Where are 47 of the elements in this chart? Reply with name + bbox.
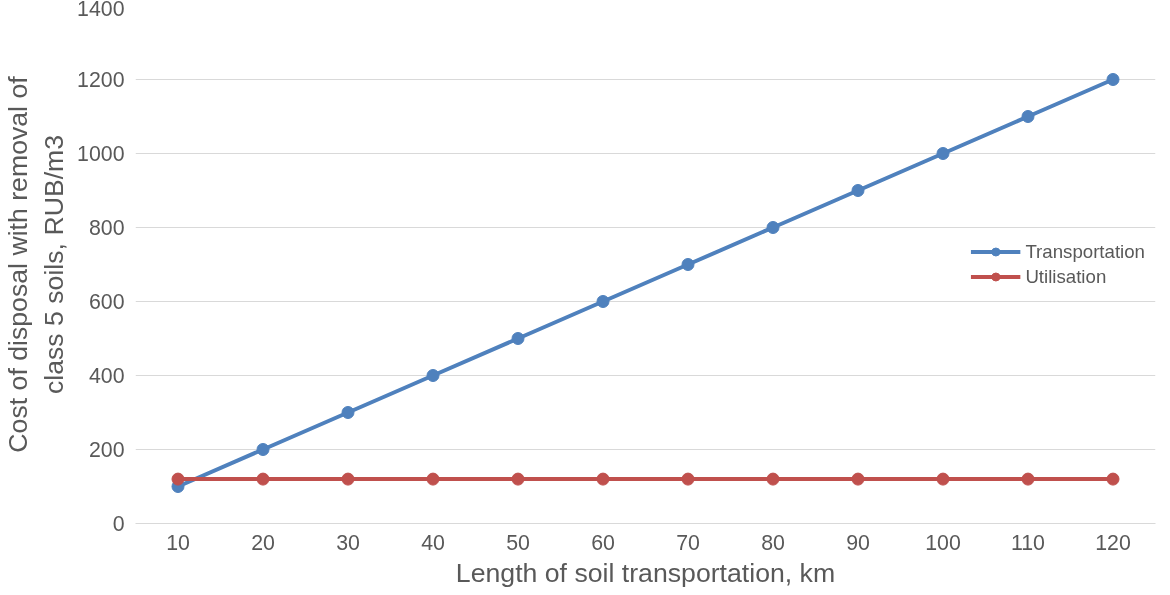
- x-tick-label: 110: [1011, 530, 1046, 555]
- point: [1106, 73, 1120, 86]
- y-tick-label: 400: [88, 364, 125, 388]
- point: [851, 472, 865, 486]
- x-tick-label: 50: [506, 530, 530, 555]
- x-axis-title: Length of soil transportation, km: [455, 557, 836, 588]
- point: [851, 184, 865, 197]
- point: [426, 369, 440, 382]
- y-tick-label: 600: [88, 290, 125, 314]
- y-tick-label: 1200: [77, 68, 125, 92]
- point: [596, 472, 610, 486]
- point: [1021, 472, 1035, 486]
- legend-label: Utilisation: [1025, 265, 1107, 288]
- x-tick-label: 20: [251, 530, 275, 555]
- x-tick-label: 70: [676, 530, 700, 555]
- point: [341, 472, 355, 486]
- x-tick-label: 30: [336, 530, 360, 555]
- point: [511, 332, 525, 345]
- point: [596, 295, 610, 308]
- point: [256, 472, 270, 486]
- point: [511, 472, 525, 486]
- point: [1106, 472, 1120, 486]
- y-tick-label: 0: [112, 512, 125, 536]
- x-tick-label: 100: [925, 530, 961, 555]
- y-tick-label: 800: [88, 216, 125, 240]
- point: [681, 472, 695, 486]
- point: [681, 258, 695, 271]
- x-tick-label: 80: [761, 530, 785, 555]
- point: [171, 472, 185, 486]
- x-tick-label: 40: [421, 530, 445, 555]
- y-tick-label: 1400: [77, 0, 125, 21]
- y-axis-title: Cost of disposal with removal of class 5 soils, RUB/m3: [3, 75, 70, 453]
- x-tick-label: 120: [1095, 530, 1131, 555]
- point: [936, 147, 950, 160]
- point: [426, 472, 440, 486]
- x-tick-label: 90: [846, 530, 870, 555]
- point: [1021, 110, 1035, 123]
- y-tick-label: 200: [88, 438, 125, 462]
- legend-label: Transportation: [1025, 240, 1145, 263]
- point: [766, 221, 780, 234]
- point: [936, 472, 950, 486]
- x-tick-label: 10: [166, 530, 190, 555]
- point: [341, 406, 355, 419]
- point: [766, 472, 780, 486]
- y-tick-label: 1000: [77, 142, 125, 166]
- point: [256, 443, 270, 456]
- x-tick-label: 60: [591, 530, 615, 555]
